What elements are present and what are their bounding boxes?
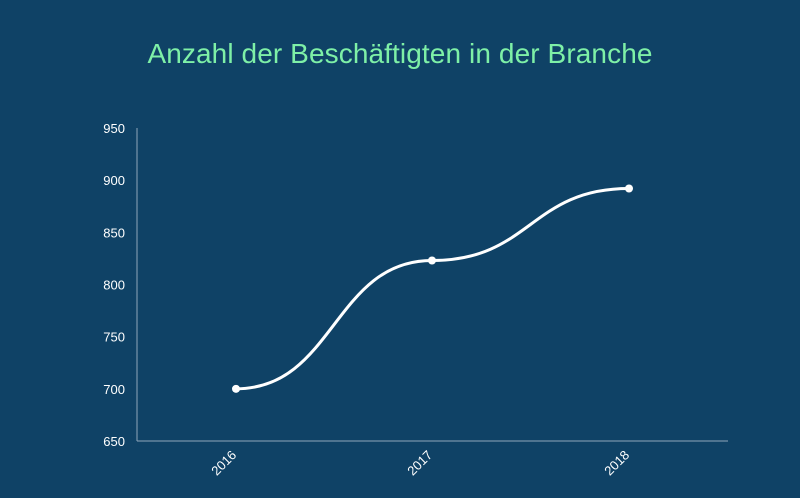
y-tick-label: 800 [103, 278, 125, 293]
x-tick-label: 2017 [404, 447, 435, 478]
chart-title: Anzahl der Beschäftigten in der Branche [147, 38, 653, 69]
data-point [428, 256, 436, 265]
series-line [234, 187, 631, 391]
y-tick-label: 750 [103, 330, 125, 345]
y-tick-label: 900 [103, 173, 125, 188]
y-tick-label: 950 [103, 121, 125, 136]
data-point [625, 184, 633, 193]
y-tick-label: 650 [103, 434, 125, 449]
y-tick-label: 700 [103, 382, 125, 397]
x-tick-label: 2016 [208, 447, 239, 478]
y-tick-label: 850 [103, 225, 125, 240]
x-tick-label: 2018 [601, 447, 632, 478]
data-point [232, 384, 240, 393]
